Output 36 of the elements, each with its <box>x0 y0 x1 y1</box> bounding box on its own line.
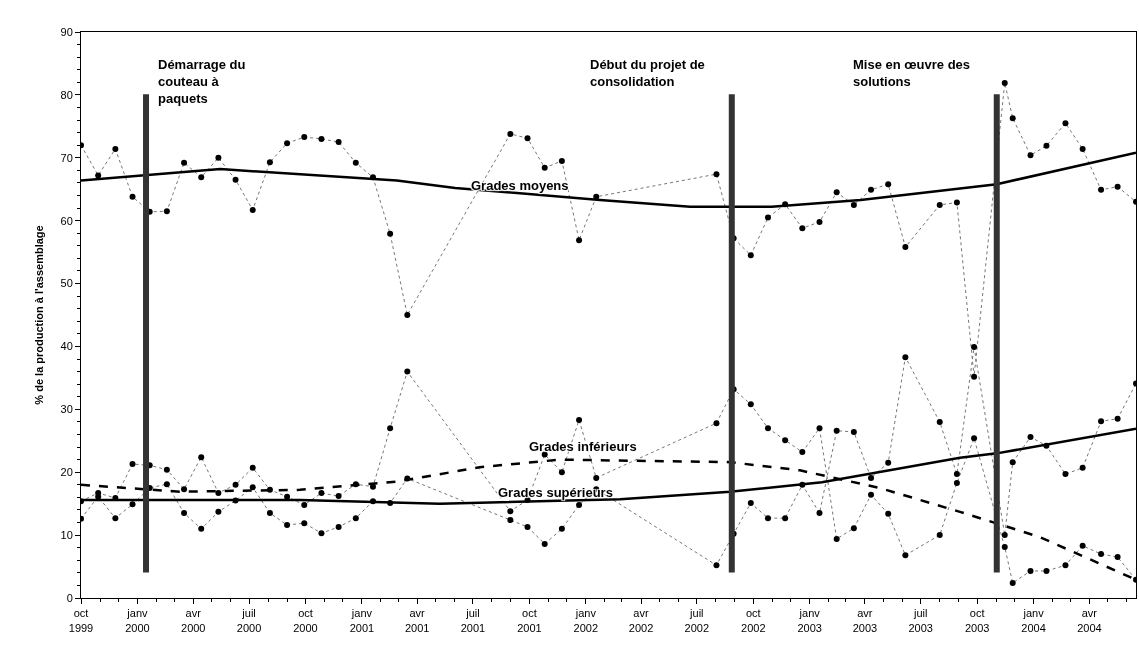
annotation: Grades supérieurs <box>498 485 613 500</box>
ref-line-label: Démarrage du couteau à paquets <box>158 57 246 106</box>
x-tick-label: avr 2002 <box>628 607 654 634</box>
y-tick-label: 10 <box>60 528 73 541</box>
x-tick-label: juil 2003 <box>908 607 933 634</box>
x-tick-label: avr 2004 <box>1077 607 1102 634</box>
x-tick-label: janv 2003 <box>797 607 822 634</box>
x-tick-label: janv 2004 <box>1021 607 1046 634</box>
x-tick-label: oct 2000 <box>293 607 318 634</box>
x-tick-label: oct 2003 <box>964 607 990 634</box>
x-tick-label: oct 1999 <box>68 607 94 634</box>
x-tick-label: janv 2002 <box>573 607 599 634</box>
y-tick-label: 20 <box>60 466 73 479</box>
y-tick-label: 70 <box>60 151 73 164</box>
x-tick-label: janv 2001 <box>349 607 375 634</box>
y-tick-label: 30 <box>60 403 73 416</box>
x-tick-label: juil 2001 <box>460 607 486 634</box>
ref-line-label: Début du projet de consolidation <box>590 57 705 89</box>
x-tick-label: oct 2002 <box>741 607 766 634</box>
y-tick-label: 60 <box>60 214 73 227</box>
x-tick-label: oct 2001 <box>517 607 542 634</box>
x-tick-label: avr 2003 <box>852 607 878 634</box>
annotation: Grades inférieurs <box>529 439 637 454</box>
y-tick-label: 50 <box>60 277 73 290</box>
y-tick-label: 80 <box>60 88 73 101</box>
x-tick-label: juil 2000 <box>236 607 262 634</box>
y-axis-title: % de la production à l'assemblage <box>33 225 46 405</box>
x-tick-label: janv 2000 <box>125 607 150 634</box>
y-tick-label: 40 <box>60 340 73 353</box>
x-tick-label: juil 2002 <box>684 607 710 634</box>
x-tick-label: avr 2001 <box>404 607 430 634</box>
annotation: Grades moyens <box>471 178 569 193</box>
y-tick-label: 90 <box>60 25 73 38</box>
ref-line-label: Mise en œuvre des solutions <box>853 57 971 89</box>
y-tick-label: 0 <box>66 591 73 604</box>
x-tick-label: avr 2000 <box>181 607 206 634</box>
